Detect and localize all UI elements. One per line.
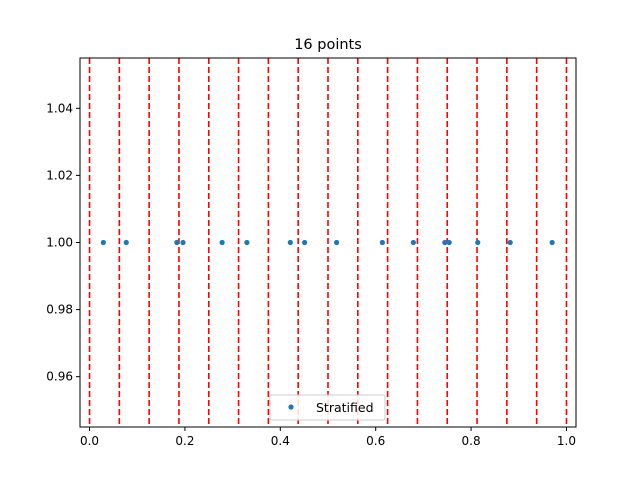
y-tick-label-4: 1.04 — [46, 101, 73, 115]
data-point-1 — [123, 239, 129, 246]
legend: Stratified — [269, 394, 386, 421]
y-tick-label-2: 1.00 — [46, 236, 73, 250]
data-point-9 — [379, 239, 385, 246]
data-point-10 — [410, 239, 416, 246]
y-tick-label-0: 0.96 — [46, 370, 73, 384]
data-point-12 — [446, 239, 452, 246]
y-tick-label-3: 1.02 — [46, 168, 73, 182]
x-tick-label-5: 1.0 — [557, 434, 576, 448]
x-tick-label-3: 0.6 — [366, 434, 385, 448]
vline-group — [88, 58, 568, 427]
legend-label: Stratified — [316, 400, 374, 415]
data-point-14 — [507, 239, 513, 246]
data-point-0 — [100, 239, 106, 246]
data-point-11 — [442, 239, 448, 246]
data-point-7 — [302, 239, 308, 246]
data-point-5 — [244, 239, 250, 246]
data-point-4 — [219, 239, 225, 246]
x-tick-label-2: 0.4 — [271, 434, 290, 448]
x-axis: 0.0 0.2 0.4 0.6 0.8 1.0 — [80, 427, 576, 448]
data-point-2 — [174, 239, 180, 246]
y-axis: 0.96 0.98 1.00 1.02 1.04 — [46, 101, 80, 384]
x-tick-label-1: 0.2 — [175, 434, 194, 448]
data-point-15 — [549, 239, 555, 246]
data-point-3 — [180, 239, 186, 246]
point-group — [100, 239, 555, 246]
legend-box — [269, 394, 386, 421]
data-point-13 — [475, 239, 481, 246]
chart-title: 16 points — [294, 37, 362, 53]
data-point-6 — [287, 239, 293, 246]
legend-marker — [288, 404, 294, 410]
x-tick-label-0: 0.0 — [80, 434, 99, 448]
data-point-8 — [333, 239, 340, 246]
y-tick-label-1: 0.98 — [46, 303, 73, 317]
x-tick-label-4: 0.8 — [462, 434, 481, 448]
